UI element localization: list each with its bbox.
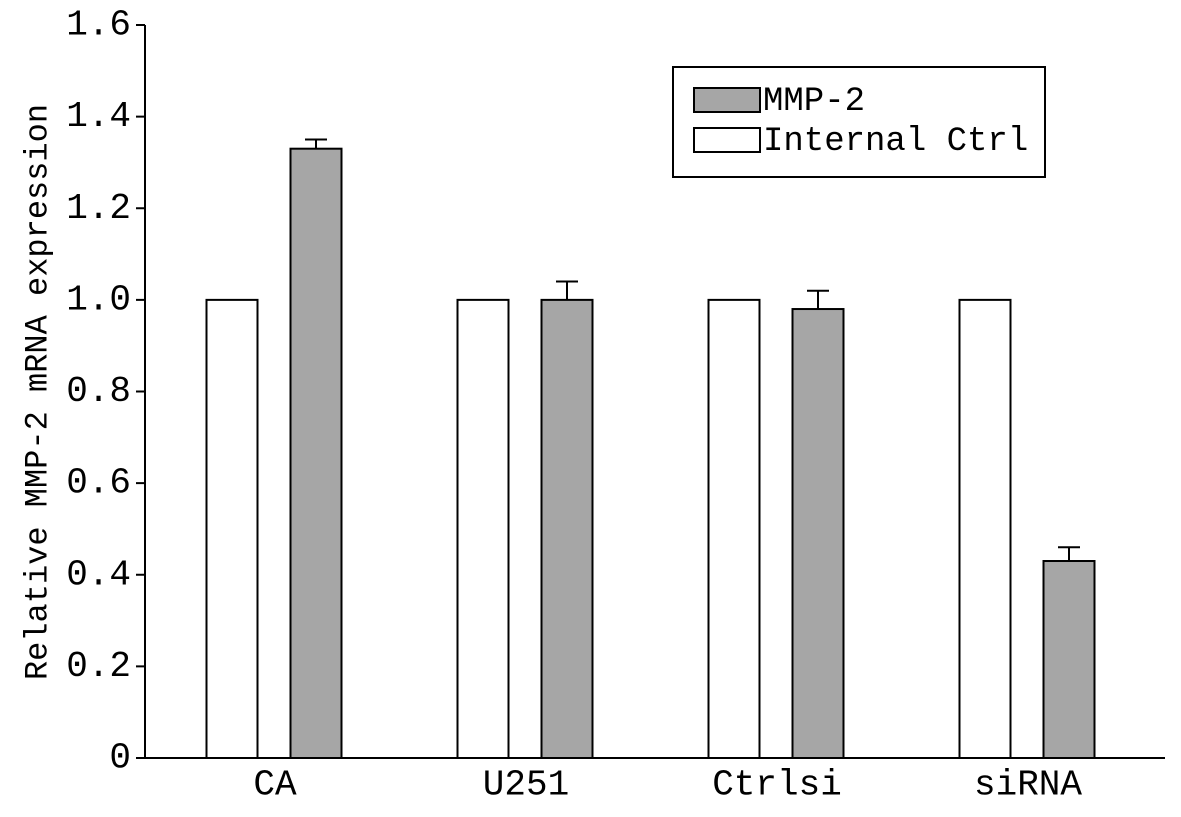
bar	[707, 298, 761, 759]
y-tick-label: 1.4	[66, 96, 131, 137]
error-bar	[556, 280, 578, 300]
x-tick-label: siRNA	[974, 765, 1082, 806]
x-tick-label: Ctrlsi	[712, 765, 842, 806]
y-tick-label: 0.2	[66, 646, 131, 687]
bar	[540, 298, 594, 759]
y-tick-label: 0.8	[66, 371, 131, 412]
bar	[791, 308, 845, 759]
error-bar	[305, 138, 327, 149]
y-tick-label: 1.2	[66, 188, 131, 229]
bar	[205, 298, 259, 759]
x-tick-label: U251	[483, 765, 569, 806]
legend-label: Internal Ctrl	[763, 123, 1028, 161]
y-tick-label: 0.4	[66, 554, 131, 595]
bar	[456, 298, 510, 759]
legend-swatch	[693, 87, 761, 113]
y-tick-label: 0.6	[66, 463, 131, 504]
bar	[1042, 560, 1096, 759]
error-bar	[807, 289, 829, 310]
bar	[289, 147, 343, 760]
bar	[958, 298, 1012, 759]
y-axis-label: Relative MMP-2 mRNA expression	[19, 104, 56, 680]
legend-label: MMP-2	[763, 83, 865, 121]
x-tick-label: CA	[253, 765, 297, 806]
legend-box	[672, 66, 1046, 178]
error-bar	[1058, 546, 1080, 562]
legend-swatch	[693, 127, 761, 153]
y-tick-label: 0	[109, 738, 131, 779]
y-tick-label: 1.0	[66, 279, 131, 320]
y-tick-label: 1.6	[66, 5, 131, 46]
